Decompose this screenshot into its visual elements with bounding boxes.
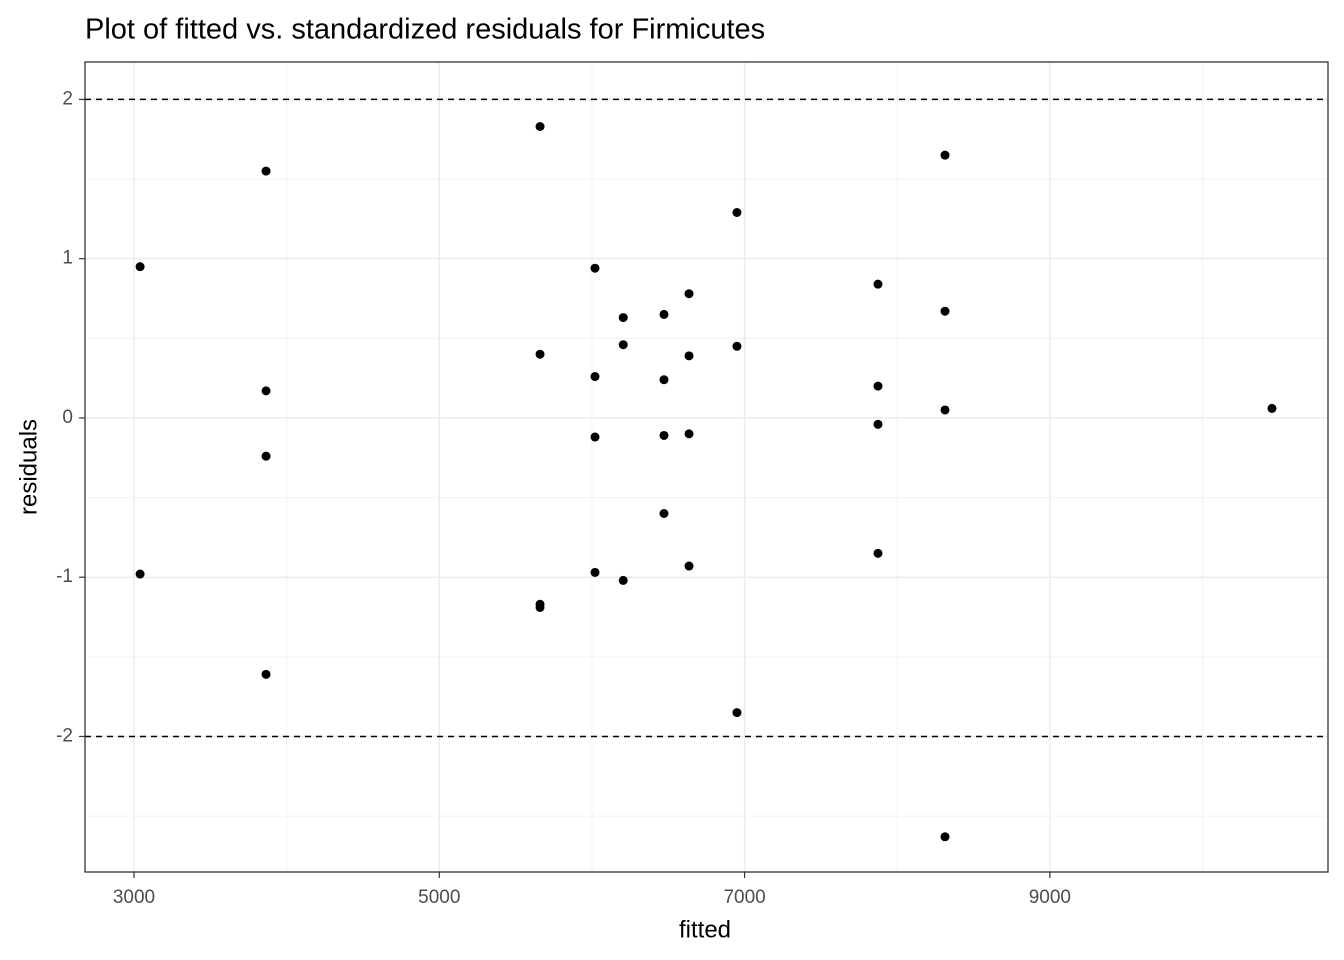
- point: [1267, 403, 1277, 413]
- point: [659, 375, 669, 385]
- point: [261, 166, 271, 176]
- point: [732, 708, 742, 718]
- point: [684, 429, 694, 439]
- point: [873, 381, 883, 391]
- point: [684, 289, 694, 299]
- point: [940, 405, 950, 415]
- x-axis-title: fitted: [679, 916, 731, 943]
- point: [684, 561, 694, 571]
- point: [261, 386, 271, 396]
- point: [684, 351, 694, 361]
- point: [732, 208, 742, 218]
- point: [732, 341, 742, 351]
- point: [618, 575, 628, 585]
- point: [135, 262, 145, 272]
- x-tick-label: 5000: [418, 887, 460, 908]
- point: [535, 349, 545, 359]
- y-tick-label: 0: [62, 407, 73, 428]
- point: [940, 306, 950, 316]
- point: [659, 430, 669, 440]
- chart-title: Plot of fitted vs. standardized residual…: [85, 14, 765, 46]
- point: [873, 419, 883, 429]
- point: [590, 567, 600, 577]
- x-tick-label: 9000: [1029, 887, 1071, 908]
- point: [659, 309, 669, 319]
- y-axis-title: residuals: [15, 419, 42, 515]
- y-tick-label: 2: [62, 88, 73, 109]
- x-tick-label: 3000: [113, 887, 155, 908]
- point: [535, 602, 545, 612]
- point: [873, 548, 883, 558]
- point: [659, 509, 669, 519]
- y-tick-label: 1: [62, 248, 73, 269]
- point: [940, 832, 950, 842]
- point: [590, 432, 600, 442]
- point: [590, 372, 600, 382]
- x-tick-label: 7000: [723, 887, 765, 908]
- point: [261, 451, 271, 461]
- point: [135, 569, 145, 579]
- point: [261, 669, 271, 679]
- y-tick-label: -2: [56, 725, 73, 746]
- point: [535, 122, 545, 132]
- point: [940, 150, 950, 160]
- point: [873, 279, 883, 289]
- point: [618, 340, 628, 350]
- point: [590, 263, 600, 273]
- panel-border: [84, 61, 1329, 873]
- point: [618, 313, 628, 323]
- y-tick-label: -1: [56, 566, 73, 587]
